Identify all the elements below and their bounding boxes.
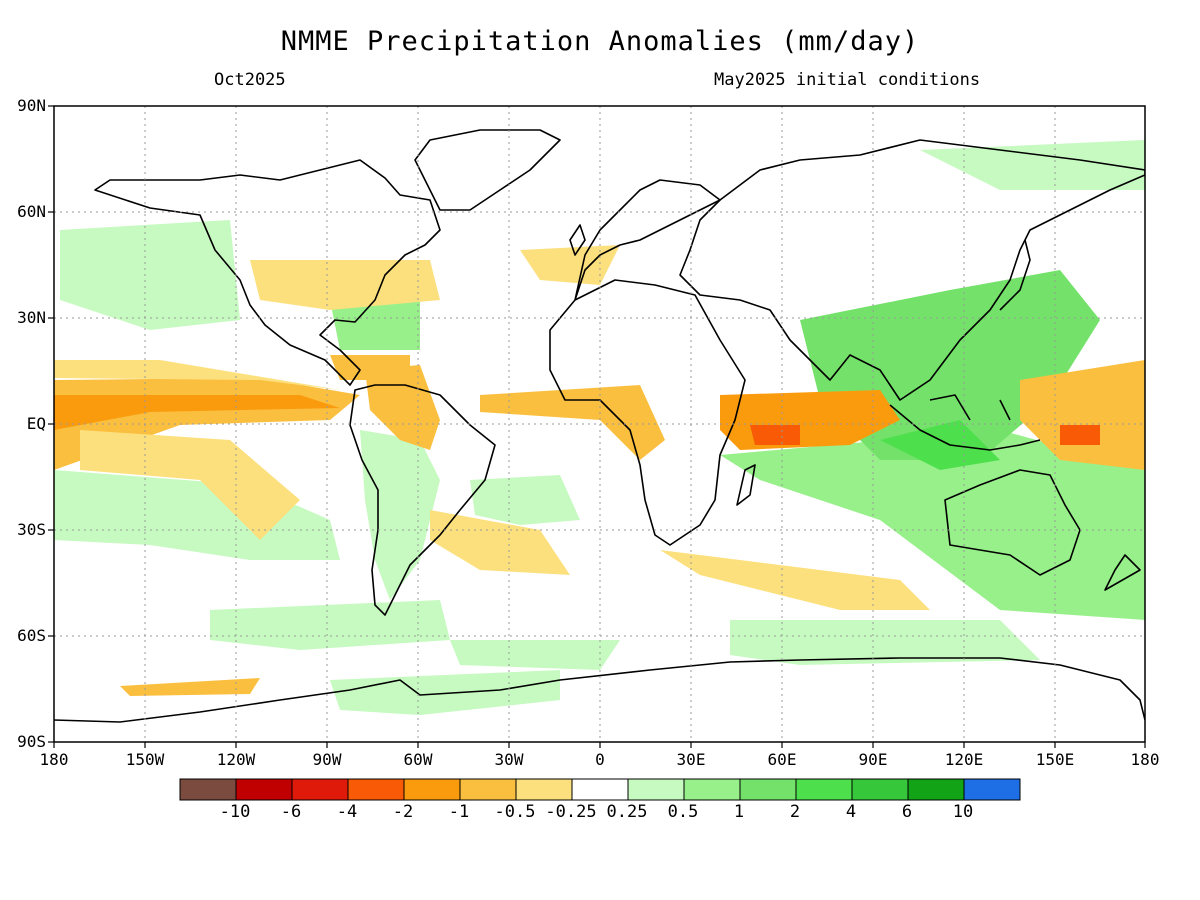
coastline-japan (999, 239, 1031, 311)
lat-label: 90N (17, 96, 46, 115)
coastline-uk (569, 224, 586, 256)
wet-anomaly-southern-ocean-2 (450, 640, 620, 670)
lon-label: 30W (494, 750, 524, 769)
wet-anomaly-southern-ocean-1 (210, 600, 450, 650)
dry-anomaly-antarctic-pacific (120, 678, 260, 696)
wet-anomaly-australia (960, 470, 1145, 600)
dry-anomaly-south-atlantic (430, 510, 570, 575)
initial-conditions: May2025 initial conditions (714, 70, 981, 90)
forecast-month: Oct2025 (214, 70, 286, 90)
wet-anomaly-antarctic-coast (330, 670, 560, 715)
colorbar-label: 4 (845, 802, 857, 822)
coastlines (54, 129, 1145, 723)
wet-anomaly-siberia (920, 140, 1145, 190)
colorbar-swatch (571, 778, 629, 801)
wet-anomaly-southern-ocean-3 (730, 620, 1040, 665)
colorbar-swatch (403, 778, 461, 801)
coastline-africa (549, 279, 746, 546)
coastline-europe (574, 179, 721, 301)
wet-anomaly-maritime-core (880, 420, 1000, 470)
coastline-south-america (349, 384, 496, 616)
colorbar-swatch (291, 778, 349, 801)
colorbar-label: -1 (448, 802, 470, 822)
colorbar-swatch (795, 778, 853, 801)
colorbar (179, 778, 1021, 801)
graticule (54, 106, 1145, 742)
dry-anomaly-amazon (365, 365, 440, 450)
coastline-north-america (94, 159, 441, 386)
lon-label: 30E (676, 750, 706, 769)
wet-anomaly-south-america (360, 430, 440, 600)
coastline-greenland (414, 129, 561, 211)
coastline-indonesia (889, 394, 1041, 451)
lat-label: 60N (17, 202, 46, 221)
colorbar-label: -6 (280, 802, 302, 822)
colorbar-swatch (347, 778, 405, 801)
lon-label: 180 (1130, 750, 1160, 769)
lon-label: 180 (39, 750, 69, 769)
dry-anomaly-west-pacific-core (1060, 425, 1100, 445)
colorbar-swatch (627, 778, 685, 801)
lon-label: 0 (595, 750, 605, 769)
colorbar-swatch (235, 778, 293, 801)
lon-label: 150E (1035, 750, 1075, 769)
colorbar-label: 0.5 (667, 802, 699, 822)
coastline-asia (679, 139, 1145, 401)
dry-anomaly-central-america (330, 355, 410, 380)
colorbar-label: -2 (392, 802, 414, 822)
dry-anomaly-north-america (250, 260, 440, 310)
lon-label: 90E (858, 750, 888, 769)
colorbar-swatch (851, 778, 909, 801)
colorbar-swatch (459, 778, 517, 801)
wet-anomaly-south-atlantic (470, 475, 580, 525)
colorbar-label: -10 (219, 802, 251, 822)
colorbar-label: 2 (789, 802, 801, 822)
lat-label: EQ (26, 414, 46, 433)
colorbar-swatch (515, 778, 573, 801)
colorbar-swatch (907, 778, 965, 801)
map-title: NMME Precipitation Anomalies (mm/day) (280, 26, 920, 57)
dry-anomaly-indian-core (750, 425, 800, 445)
colorbar-swatch (739, 778, 797, 801)
colorbar-swatch (683, 778, 741, 801)
colorbar-label: 6 (901, 802, 913, 822)
wet-anomaly-north-pacific (60, 220, 240, 330)
dry-anomaly-west-pacific (1020, 360, 1145, 470)
colorbar-label: 0.25 (606, 802, 648, 822)
colorbar-label: -0.25 (545, 802, 597, 822)
colorbar-swatch (179, 778, 237, 801)
colorbar-label: -4 (336, 802, 358, 822)
axis-ticks (48, 105, 1146, 748)
lat-label: 60S (17, 626, 46, 645)
lon-label: 60E (767, 750, 797, 769)
colorbar-label: 1 (733, 802, 745, 822)
coastline-new-zealand (1104, 554, 1141, 591)
lat-label: 90S (17, 732, 46, 751)
colorbar-label: 10 (952, 802, 974, 822)
dry-anomaly-southern-indian (660, 550, 930, 610)
lon-label: 150W (125, 750, 165, 769)
coastline-antarctica (54, 657, 1145, 723)
lon-label: 120E (944, 750, 984, 769)
anomaly-field (54, 140, 1145, 715)
dry-anomaly-north-atlantic (520, 245, 620, 285)
dry-anomaly-se-pacific (80, 430, 300, 540)
lon-label: 120W (216, 750, 256, 769)
lon-label: 90W (312, 750, 342, 769)
coastline-madagascar (736, 464, 756, 506)
lon-label: 60W (403, 750, 433, 769)
dry-anomaly-atlantic-itcz (480, 385, 665, 460)
lat-label: 30S (17, 520, 46, 539)
coastline-australia (944, 469, 1081, 576)
colorbar-label: -0.5 (494, 802, 536, 822)
dry-anomaly-itcz-pacific-core (54, 395, 340, 430)
dry-anomaly-equatorial-pacific (54, 360, 340, 390)
lat-label: 30N (17, 308, 46, 327)
colorbar-swatch (963, 778, 1021, 801)
wet-anomaly-pacific-south (54, 470, 340, 560)
